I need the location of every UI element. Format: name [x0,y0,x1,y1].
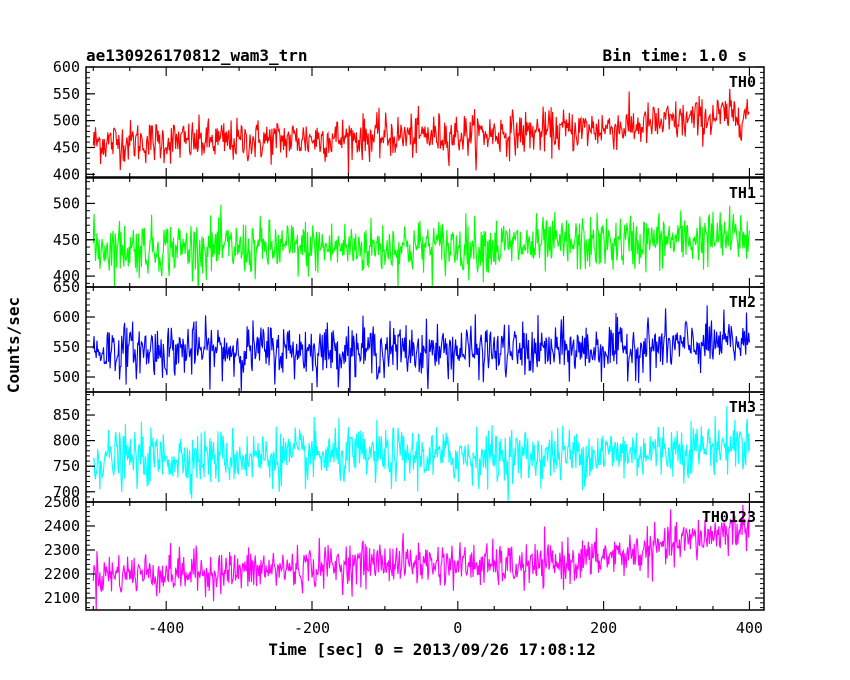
y-tick-label: 550 [53,338,80,356]
y-tick-label: 650 [53,278,80,296]
panel-th2: 500 550 600 650 TH2 [53,278,765,393]
y-tick-label: 2400 [44,517,80,535]
y-tick-label: 800 [53,432,80,450]
series-label-th2: TH2 [729,293,756,311]
panel-th1: 400 450 500 TH1 [53,177,765,288]
y-tick-label: 550 [53,85,80,103]
y-tick-label: 500 [53,368,80,386]
y-tick-label: 2500 [44,493,80,511]
panels: 400 450 500 550 600 TH0 400 450 500 TH1 500 550 600 6… [44,58,765,637]
chart-title: ae130926170812_wam3_trn [86,46,308,65]
y-tick-label: 450 [53,231,80,249]
x-tick-label: 0 [453,619,462,637]
series-label-th0123: TH0123 [702,508,756,526]
x-tick-label: 400 [736,619,763,637]
series-label-th1: TH1 [729,184,756,202]
y-tick-label: 850 [53,406,80,424]
series-label-th0: TH0 [729,73,756,91]
series-line-th1 [92,204,750,287]
x-tick-label: 200 [590,619,617,637]
y-tick-label: 750 [53,457,80,475]
series-label-th3: TH3 [729,398,756,416]
series-line-th0123 [92,504,750,610]
panel-th3: 700 750 800 850 TH3 [53,391,765,503]
panel-frame [85,66,765,178]
y-tick-label: 2200 [44,565,80,583]
panel-frame [85,177,765,288]
y-tick-label: 500 [53,112,80,130]
y-tick-label: 400 [53,165,80,183]
bin-time-label: Bin time: 1.0 s [603,46,748,65]
y-tick-label: 600 [53,308,80,326]
y-tick-label: 600 [53,58,80,76]
series-line-th3 [92,405,750,502]
x-axis-label: Time [sec] 0 = 2013/09/26 17:08:12 [268,640,596,659]
y-tick-label: 450 [53,138,80,156]
y-tick-label: 2100 [44,589,80,607]
panel-frame [85,501,765,611]
x-tick-label: -400 [148,619,184,637]
y-tick-label: 500 [53,194,80,212]
y-tick-label: 700 [53,483,80,501]
y-tick-label: 400 [53,267,80,285]
y-tick-label: 2300 [44,541,80,559]
x-tick-label: -200 [294,619,330,637]
panel-th0123: 2100 2200 2300 2400 2500 TH0123 [44,493,765,611]
panel-th0: 400 450 500 550 600 TH0 [53,58,765,183]
series-line-th2 [92,305,750,392]
series-line-th0 [92,88,750,176]
y-axis-label: Counts/sec [4,297,23,393]
